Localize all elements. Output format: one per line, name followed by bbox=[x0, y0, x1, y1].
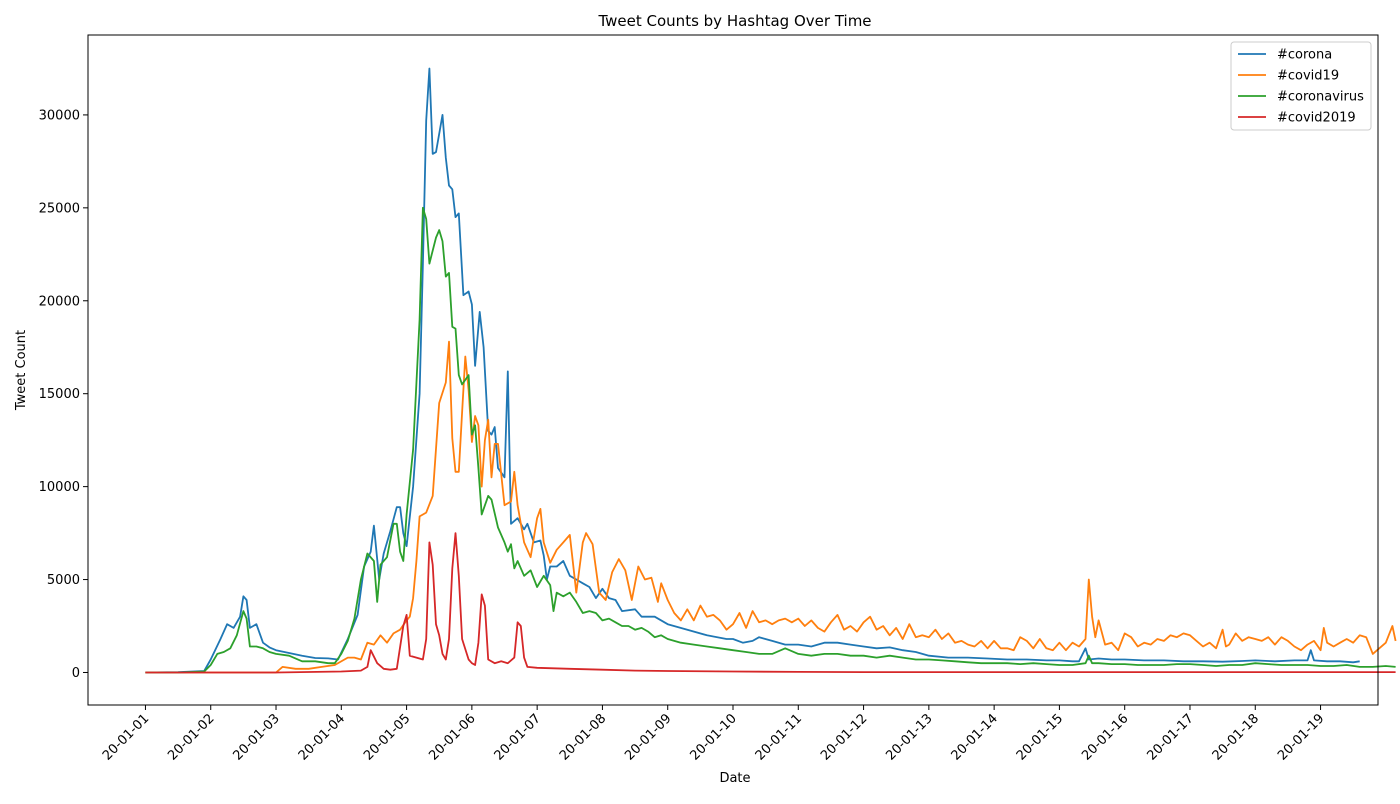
series-line-corona bbox=[145, 67, 1360, 674]
series-line-covid2019 bbox=[145, 532, 1396, 674]
y-tick-label: 20000 bbox=[39, 294, 80, 309]
legend: #corona #covid19 #coronavirus #covid2019 bbox=[1230, 41, 1372, 131]
chart-title: Tweet Counts by Hashtag Over Time bbox=[597, 12, 871, 30]
y-axis: 0 5000 10000 15000 20000 25000 30000 bbox=[39, 108, 88, 681]
y-axis-label: Tweet Count bbox=[14, 330, 29, 411]
y-tick-label: 5000 bbox=[47, 573, 80, 588]
plot-area bbox=[145, 67, 1397, 674]
y-tick-label: 25000 bbox=[39, 201, 80, 216]
legend-label: #coronavirus bbox=[1277, 90, 1364, 105]
y-tick-label: 10000 bbox=[39, 480, 80, 495]
y-tick-label: 30000 bbox=[39, 108, 80, 123]
legend-label: #covid2019 bbox=[1277, 111, 1356, 126]
series-line-coronavirus bbox=[145, 206, 1396, 674]
y-tick-label: 0 bbox=[72, 666, 80, 681]
legend-box bbox=[1230, 41, 1372, 131]
legend-label: #corona bbox=[1277, 48, 1332, 63]
x-axis-label: Date bbox=[719, 771, 750, 786]
legend-label: #covid19 bbox=[1277, 69, 1339, 84]
series-line-covid19 bbox=[145, 340, 1397, 674]
y-tick-label: 15000 bbox=[39, 387, 80, 402]
